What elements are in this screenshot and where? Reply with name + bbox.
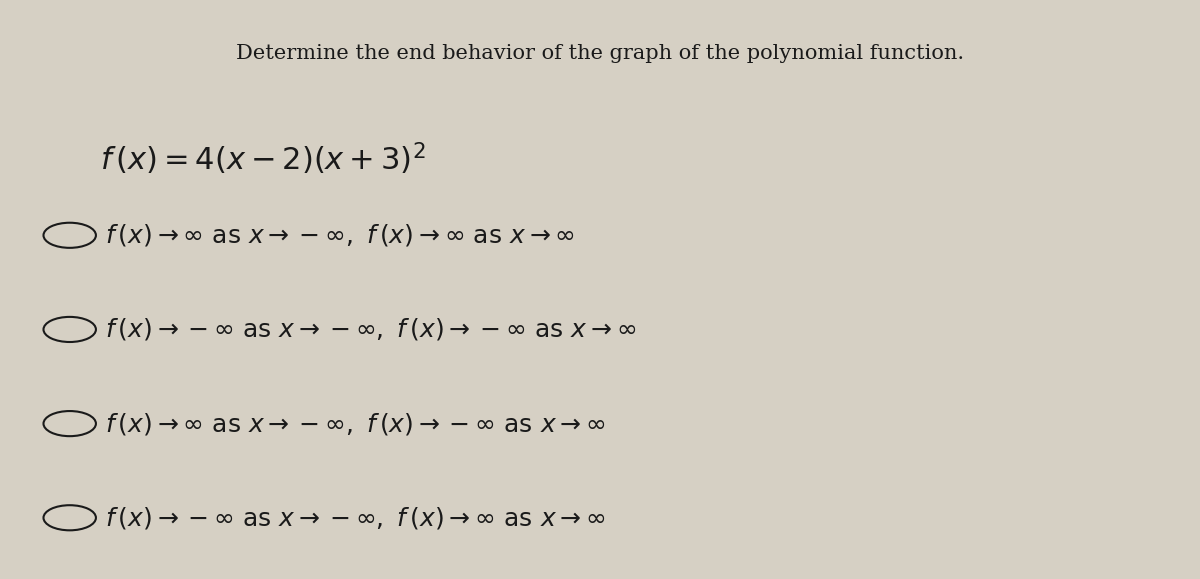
Text: $f\,(x) \rightarrow \infty \ \mathrm{as} \ x \rightarrow -\infty, \ f\,(x) \righ: $f\,(x) \rightarrow \infty \ \mathrm{as}… [106,222,576,248]
Text: $f\,(x) \rightarrow -\infty \ \mathrm{as} \ x \rightarrow -\infty, \ f\,(x) \rig: $f\,(x) \rightarrow -\infty \ \mathrm{as… [106,505,606,531]
Text: Determine the end behavior of the graph of the polynomial function.: Determine the end behavior of the graph … [236,44,964,63]
Text: $f\,(x) = 4(x-2)(x+3)^2$: $f\,(x) = 4(x-2)(x+3)^2$ [100,141,425,178]
Text: $f\,(x) \rightarrow \infty \ \mathrm{as} \ x \rightarrow -\infty, \ f\,(x) \righ: $f\,(x) \rightarrow \infty \ \mathrm{as}… [106,411,606,437]
Text: $f\,(x) \rightarrow -\infty \ \mathrm{as} \ x \rightarrow -\infty, \ f\,(x) \rig: $f\,(x) \rightarrow -\infty \ \mathrm{as… [106,317,637,342]
